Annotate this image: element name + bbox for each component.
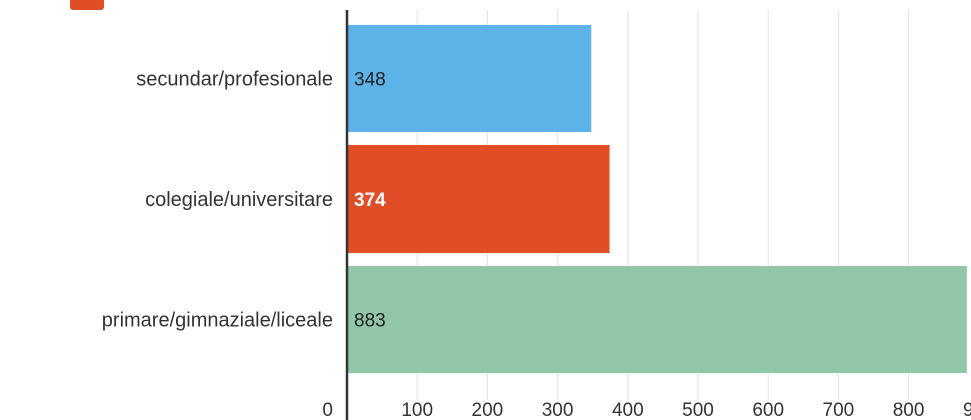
- data-label-2: 374: [354, 190, 386, 211]
- x-tick-label-700: 700: [823, 400, 855, 420]
- category-label-3: primare/gimnaziale/liceale: [102, 310, 333, 332]
- x-tick-label-300: 300: [542, 400, 574, 420]
- x-tick-label-200: 200: [472, 400, 504, 420]
- x-tick-label-100: 100: [401, 400, 433, 420]
- bar-1: [347, 25, 592, 132]
- bar-2: [347, 145, 610, 253]
- category-label-1: secundar/profesionale: [136, 69, 333, 91]
- x-tick-label-800: 800: [893, 400, 925, 420]
- x-tick-label-400: 400: [612, 400, 644, 420]
- x-tick-label-900: 900: [963, 400, 971, 420]
- bar-3: [347, 266, 967, 373]
- data-label-3: 883: [354, 311, 386, 332]
- category-label-2: colegiale/universitare: [145, 189, 333, 211]
- x-tick-label-600: 600: [752, 400, 784, 420]
- x-tick-label-500: 500: [682, 400, 714, 420]
- top-accent-mark: [70, 0, 104, 10]
- x-tick-label-0: 0: [322, 400, 333, 420]
- data-label-1: 348: [354, 70, 386, 91]
